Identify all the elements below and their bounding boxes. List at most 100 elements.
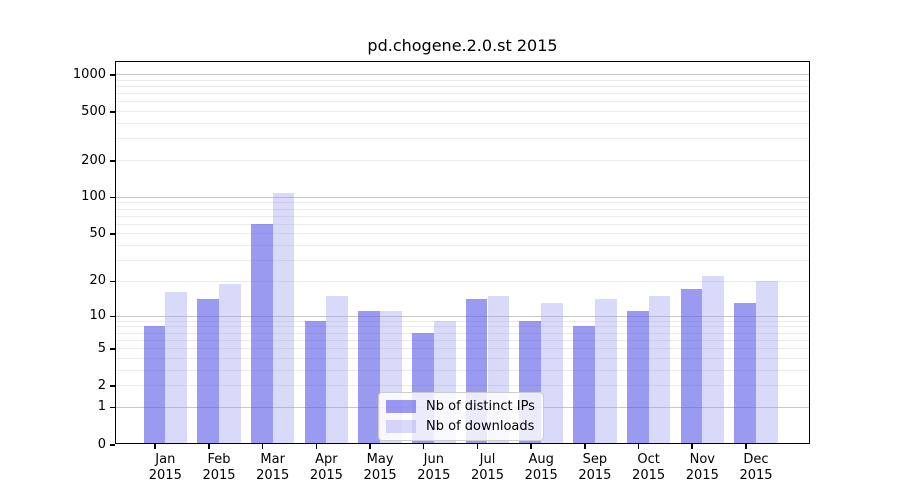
gridline-minor-700: [115, 93, 810, 95]
gridline-minor-3: [115, 369, 810, 371]
bar-distinct-ips-dec: [734, 302, 756, 444]
gridline-major-10: [115, 315, 810, 317]
x-tick-label-jan: Jan 2015: [133, 452, 197, 484]
x-tick-aug: [530, 444, 532, 449]
bar-distinct-ips-feb: [197, 298, 219, 444]
bar-downloads-nov: [702, 276, 725, 444]
legend-label-distinct-ips: Nb of distinct IPs: [426, 399, 535, 414]
x-label-month: Mar: [260, 452, 285, 467]
bar-downloads-aug: [541, 302, 563, 444]
y-tick-10: [110, 315, 115, 318]
bar-downloads-apr: [326, 295, 349, 444]
x-label-month: Dec: [743, 452, 769, 467]
gridline-minor-9: [115, 320, 810, 322]
y-tick-1: [110, 406, 115, 409]
x-label-year: 2015: [685, 468, 719, 483]
gridline-minor-4: [115, 357, 810, 359]
gridline-minor-30: [115, 260, 810, 262]
y-tick-100: [110, 196, 115, 199]
y-tick-label-1: 1: [97, 399, 106, 415]
x-tick-label-nov: Nov 2015: [670, 452, 734, 484]
x-label-month: Oct: [637, 452, 660, 467]
y-tick-50: [110, 233, 115, 235]
chart-title: pd.chogene.2.0.st 2015: [367, 36, 558, 55]
y-tick-1000: [110, 74, 115, 76]
x-tick-label-dec: Dec 2015: [724, 452, 788, 484]
x-label-month: Sep: [582, 452, 608, 467]
x-label-year: 2015: [417, 468, 451, 483]
x-tick-mar: [261, 444, 264, 449]
x-label-month: Apr: [315, 452, 338, 467]
bar-distinct-ips-mar: [250, 223, 273, 444]
x-tick-jun: [422, 444, 425, 449]
gridline-minor-800: [115, 85, 810, 87]
x-label-year: 2015: [578, 468, 612, 483]
x-tick-nov: [691, 444, 693, 449]
bar-distinct-ips-nov: [680, 289, 703, 444]
y-tick-label-5: 5: [97, 340, 106, 356]
x-label-year: 2015: [632, 468, 666, 483]
x-label-year: 2015: [470, 468, 505, 483]
legend-label-downloads: Nb of downloads: [426, 419, 535, 434]
bar-downloads-sep: [594, 298, 617, 444]
x-tick-dec: [745, 444, 747, 449]
y-tick-5: [110, 348, 115, 350]
gridline-minor-50: [115, 233, 810, 235]
x-label-year: 2015: [309, 468, 343, 483]
gridline-minor-300: [115, 138, 810, 140]
gridline-minor-70: [115, 215, 810, 217]
x-tick-sep: [584, 444, 586, 449]
bar-distinct-ips-jan: [143, 326, 166, 444]
plot-area: [115, 61, 810, 444]
legend-swatch-distinct-ips-icon: [386, 400, 416, 413]
x-label-month: May: [366, 452, 394, 467]
x-label-month: Nov: [689, 452, 715, 467]
legend-item-downloads: Nb of downloads: [386, 419, 535, 434]
gridline-minor-2: [115, 385, 810, 387]
bar-downloads-jan: [165, 292, 188, 444]
y-tick-200: [110, 160, 115, 162]
y-tick-label-50: 50: [89, 225, 106, 241]
x-tick-label-oct: Oct 2015: [617, 452, 681, 484]
y-tick-label-500: 500: [81, 103, 106, 119]
y-tick-2: [110, 385, 115, 387]
gridline-minor-40: [115, 245, 810, 247]
gridline-minor-7: [115, 332, 810, 334]
gridline-minor-400: [115, 123, 810, 125]
x-label-month: Jan: [155, 452, 176, 467]
x-tick-label-apr: Apr 2015: [294, 452, 358, 484]
gridline-minor-500: [115, 111, 810, 113]
y-tick-500: [110, 111, 115, 113]
gridline-major-100: [115, 196, 810, 198]
y-tick-label-2: 2: [97, 377, 106, 393]
gridline-minor-6: [115, 339, 810, 341]
bar-downloads-mar: [272, 193, 295, 444]
bar-distinct-ips-may: [358, 310, 381, 444]
x-tick-label-aug: Aug 2015: [509, 452, 573, 484]
x-tick-feb: [208, 444, 210, 449]
legend-swatch-downloads-icon: [386, 420, 416, 433]
bar-downloads-dec: [756, 280, 778, 444]
gridline-minor-200: [115, 160, 810, 162]
gridline-minor-20: [115, 280, 810, 282]
gridline-major-1000: [115, 74, 810, 76]
y-tick-20: [110, 280, 115, 283]
x-label-month: Feb: [207, 452, 231, 467]
x-label-year: 2015: [202, 468, 236, 483]
x-label-year: 2015: [739, 468, 773, 483]
x-tick-label-jul: Jul 2015: [456, 452, 520, 484]
x-tick-jan: [154, 444, 156, 449]
legend: Nb of distinct IPs Nb of downloads: [378, 392, 544, 441]
gridline-minor-80: [115, 208, 810, 210]
y-tick-label-10: 10: [89, 308, 106, 324]
x-tick-label-feb: Feb 2015: [187, 452, 251, 484]
y-tick-label-100: 100: [81, 189, 106, 205]
x-tick-label-may: May 2015: [348, 452, 412, 484]
gridline-minor-900: [115, 79, 810, 81]
x-label-month: Jun: [423, 452, 444, 467]
x-label-month: Jul: [479, 452, 496, 467]
x-label-year: 2015: [256, 468, 290, 483]
x-tick-label-sep: Sep 2015: [563, 452, 627, 484]
y-tick-label-20: 20: [89, 273, 106, 289]
